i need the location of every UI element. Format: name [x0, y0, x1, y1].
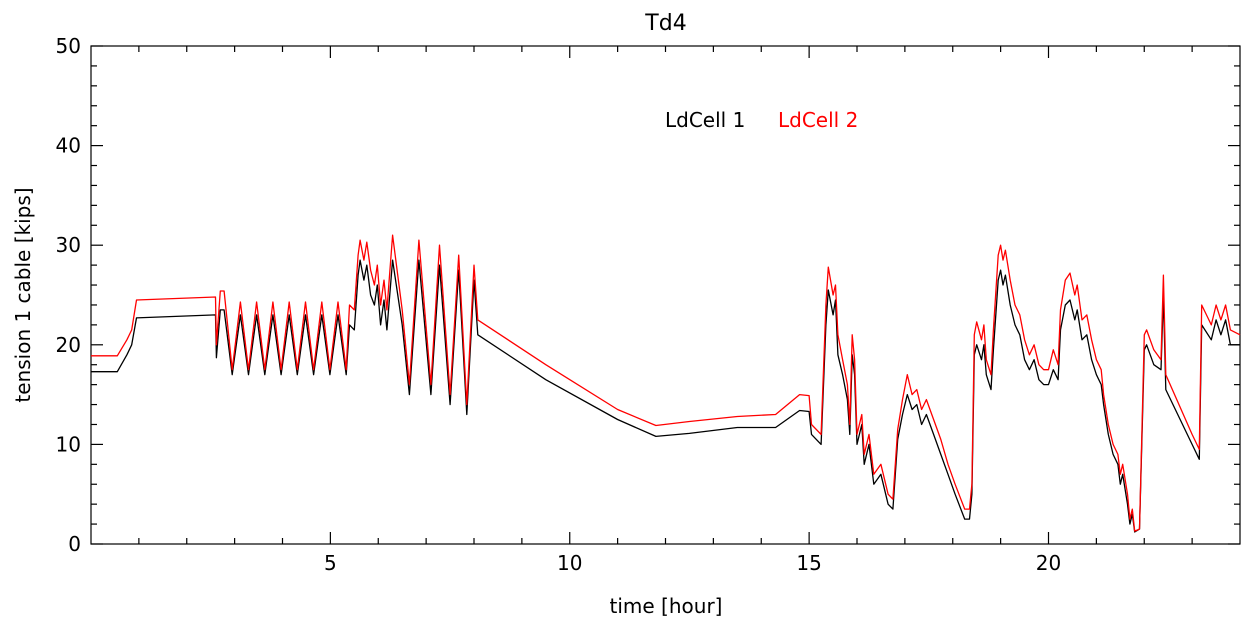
x-axis-label: time [hour] — [610, 594, 723, 618]
y-tick-label: 50 — [56, 34, 81, 58]
y-tick-label: 0 — [68, 532, 81, 556]
legend-label-ldcell-2: LdCell 2 — [778, 108, 858, 132]
y-axis-label: tension 1 cable [kips] — [11, 187, 35, 402]
x-tick-label: 15 — [796, 551, 821, 575]
legend-label-ldcell-1: LdCell 1 — [665, 108, 745, 132]
x-axis: 5 10 15 20 — [138, 46, 1193, 575]
x-tick-label: 20 — [1036, 551, 1061, 575]
y-tick-label: 30 — [56, 233, 81, 257]
y-tick-label: 10 — [56, 432, 81, 456]
x-tick-label: 5 — [324, 551, 337, 575]
series-line-1 — [91, 259, 1240, 533]
y-tick-label: 40 — [56, 134, 81, 158]
y-tick-label: 20 — [56, 333, 81, 357]
chart-title: Td4 — [644, 11, 686, 36]
series-line-2 — [91, 234, 1241, 532]
x-tick-label: 10 — [557, 551, 582, 575]
y-axis: 0 10 20 30 40 50 — [56, 34, 1240, 556]
series-group — [91, 234, 1241, 533]
